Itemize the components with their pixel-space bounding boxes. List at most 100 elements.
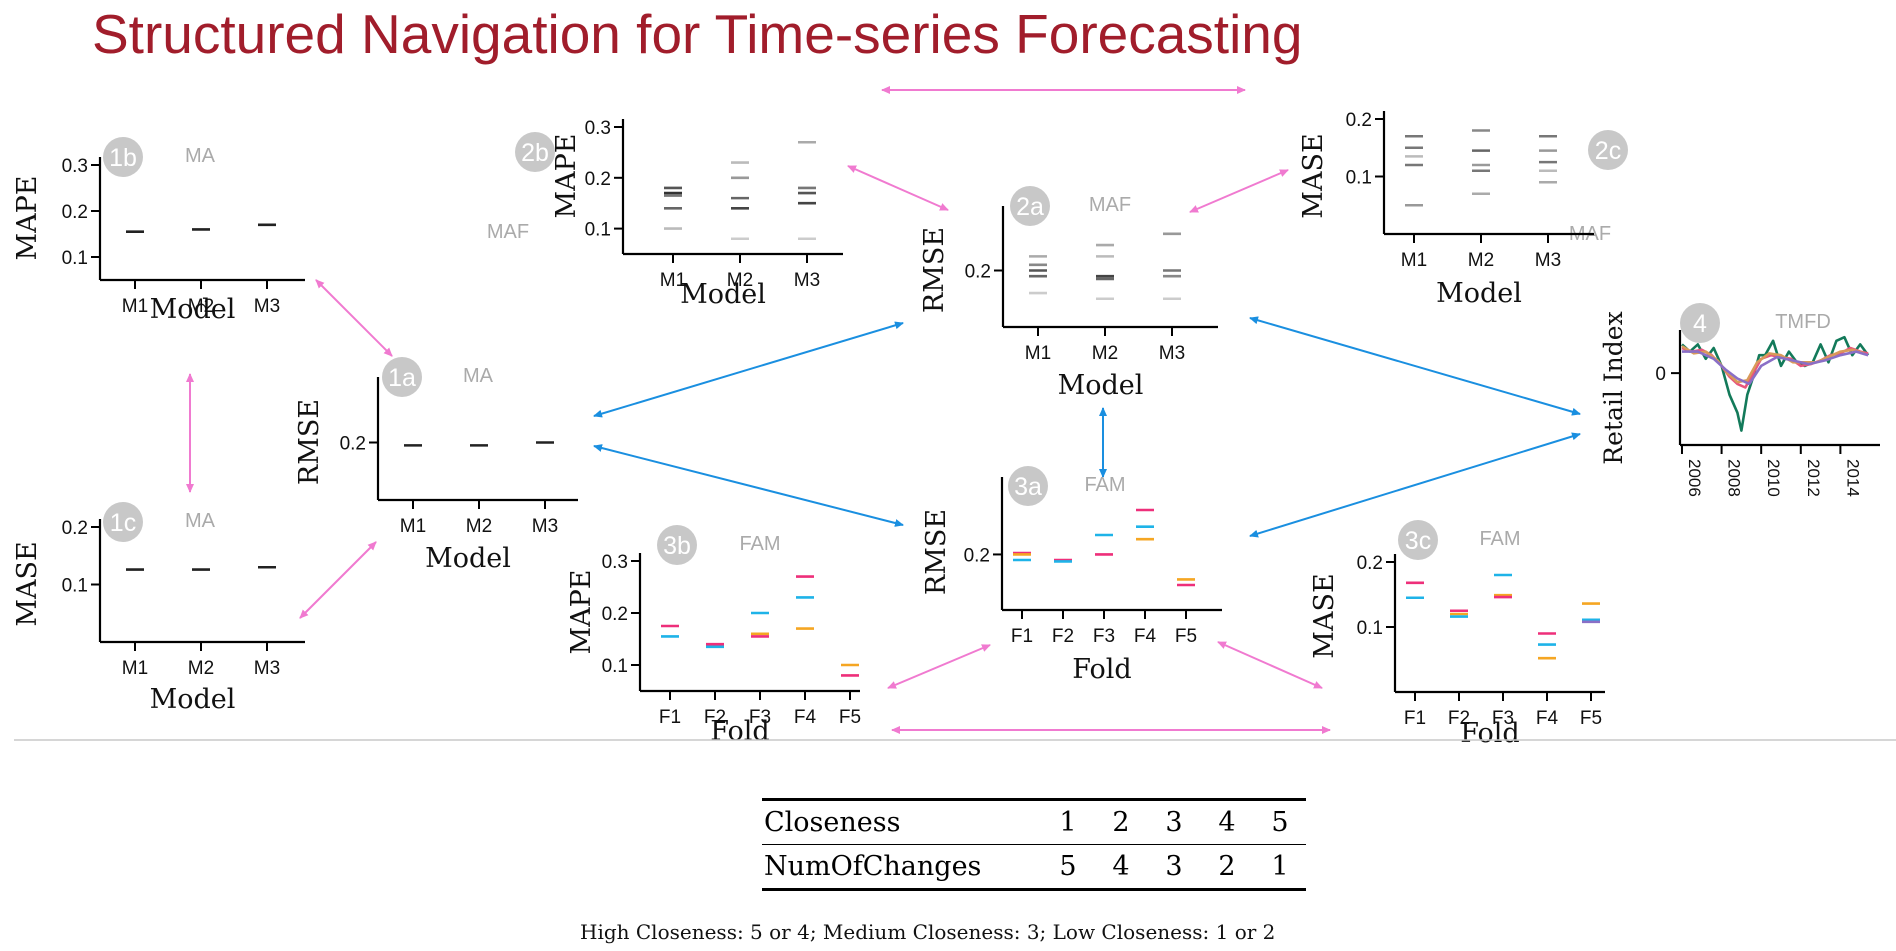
panel-badge-label: 1c: [110, 509, 136, 537]
x-tick-label: M3: [1535, 250, 1561, 271]
x-tick-label: 2012: [1804, 459, 1823, 497]
panel-badge-label: 1a: [388, 364, 416, 392]
x-tick-label: F4: [1134, 626, 1157, 647]
x-tick-label: M3: [254, 658, 280, 679]
x-axis-label: Fold: [710, 716, 769, 747]
x-axis-label: Fold: [1460, 718, 1519, 749]
pink-arrow: [1217, 641, 1323, 689]
blue-arrow: [593, 321, 904, 418]
panel-badge: [1398, 520, 1438, 560]
panel-badge: [103, 502, 143, 542]
y-axis-label: MASE: [1309, 573, 1340, 658]
panel-badge-label: 1b: [109, 144, 137, 172]
pink-arrow: [887, 644, 991, 689]
x-tick-label: 2010: [1764, 459, 1783, 497]
y-tick-label: 0.2: [965, 262, 991, 283]
x-axis-label: Model: [1058, 370, 1144, 401]
method-tag: MA: [185, 145, 216, 167]
y-axis-label: RMSE: [294, 399, 325, 485]
panel-badge-label: 2c: [1595, 137, 1621, 165]
pink-arrow: [315, 279, 393, 357]
table-cell: 1: [1041, 798, 1095, 845]
table-cell: 2: [1094, 798, 1148, 845]
y-tick-label: 0.2: [62, 202, 88, 223]
y-tick-label: 0.2: [964, 545, 990, 566]
method-tag: MAF: [1089, 194, 1131, 216]
x-tick-label: F1: [659, 707, 681, 728]
panel-4: 4 TMFD 0 2006 2008 2010 2012 2014 Retail Index: [1599, 303, 1880, 497]
panel-3a: 3a FAM 0.2 F1 F2 F3 F4 F5 Fold RMSE: [921, 466, 1222, 685]
panel-badge-label: 2a: [1016, 193, 1044, 221]
panel-2a: 2a MAF 0.2 M1 M2 M3 Model RMSE: [919, 186, 1218, 401]
series-line: [1682, 350, 1869, 386]
x-axis-label: Model: [680, 279, 766, 310]
y-axis-label: RMSE: [919, 227, 950, 313]
pink-arrow: [847, 165, 949, 211]
x-tick-label: F2: [704, 707, 726, 728]
x-tick-label: M2: [1468, 250, 1494, 271]
x-tick-label: M1: [1025, 343, 1051, 364]
x-tick-label: M3: [1159, 343, 1185, 364]
table-caption: High Closeness: 5 or 4; Medium Closeness…: [580, 920, 1276, 944]
x-tick-label: F4: [1536, 708, 1559, 729]
y-tick-label: 0.1: [602, 656, 628, 677]
y-axis-label: MASE: [1298, 133, 1329, 218]
y-tick-label: 0.1: [62, 576, 88, 597]
x-tick-label: M1: [400, 516, 426, 537]
table-row-label: Closeness: [762, 798, 1042, 845]
panel-badge: [515, 132, 555, 172]
x-tick-label: 2006: [1685, 459, 1704, 497]
x-tick-label: F1: [1404, 708, 1426, 729]
x-tick-label: 2014: [1843, 459, 1862, 497]
y-tick-label: 0.2: [1357, 553, 1383, 574]
panel-badge-label: 4: [1693, 310, 1707, 338]
x-tick-label: M2: [1092, 343, 1118, 364]
table-row-numofchanges: NumOfChanges 5 4 3 2 1: [762, 844, 1307, 891]
panel-1a: 1a MA 0.2 M1 M2 M3 Model RMSE: [294, 357, 578, 574]
y-tick-label: 0.3: [585, 118, 611, 139]
series-line: [1681, 335, 1870, 432]
y-axis-label: MAPE: [566, 569, 597, 654]
x-axis-label: Model: [425, 543, 511, 574]
x-tick-label: M1: [122, 296, 148, 317]
y-tick-label: 0.1: [62, 248, 88, 269]
x-tick-label: M2: [727, 270, 753, 291]
x-tick-label: 2008: [1725, 459, 1744, 497]
x-tick-label: F1: [1011, 626, 1033, 647]
x-axis-label: Fold: [1072, 654, 1131, 685]
table-cell: 4: [1094, 844, 1148, 891]
x-tick-label: F3: [749, 707, 771, 728]
y-tick-label: 0.3: [62, 156, 88, 177]
x-tick-label: F3: [1492, 708, 1514, 729]
x-axis-label: Model: [150, 684, 236, 715]
y-axis-label: MAPE: [12, 175, 43, 260]
y-tick-label: 0.2: [585, 169, 611, 190]
series-line: [1681, 345, 1865, 384]
navigation-diagram: 1b MA 0.3 0.2 0.1 M1 M2 M3 Model MAPE 1c MA 0.2 0.1 M1…: [12, 86, 1896, 749]
method-tag: MA: [185, 510, 216, 532]
x-axis-label: Model: [150, 294, 236, 325]
x-tick-label: F5: [1175, 626, 1197, 647]
y-axis-label: Retail Index: [1599, 311, 1628, 464]
blue-arrow: [593, 444, 904, 527]
table-cell: 2: [1200, 844, 1254, 891]
x-tick-label: M1: [122, 658, 148, 679]
y-tick-label: 0.1: [1346, 168, 1372, 189]
closeness-table: Closeness 1 2 3 4 5 NumOfChanges 5 4 3 2…: [762, 798, 1307, 891]
panel-badge-label: 3c: [1405, 527, 1431, 555]
panel-badge: [103, 137, 143, 177]
method-tag: TMFD: [1775, 311, 1831, 333]
x-tick-label: M1: [1401, 250, 1427, 271]
x-axis-label: Model: [1436, 278, 1522, 309]
blue-arrow: [1249, 316, 1581, 416]
x-tick-label: F5: [1580, 708, 1602, 729]
y-tick-label: 0: [1655, 364, 1666, 385]
panel-badge-label: 2b: [521, 139, 549, 167]
panel-layer: 1b MA 0.3 0.2 0.1 M1 M2 M3 Model MAPE 1c MA 0.2 0.1 M1…: [12, 110, 1880, 749]
method-tag: FAM: [739, 533, 780, 555]
x-tick-label: M1: [660, 270, 686, 291]
table-cell: 3: [1147, 844, 1201, 891]
method-tag: FAM: [1479, 528, 1520, 550]
panel-badge: [1008, 466, 1048, 506]
y-axis-label: RMSE: [921, 509, 952, 595]
